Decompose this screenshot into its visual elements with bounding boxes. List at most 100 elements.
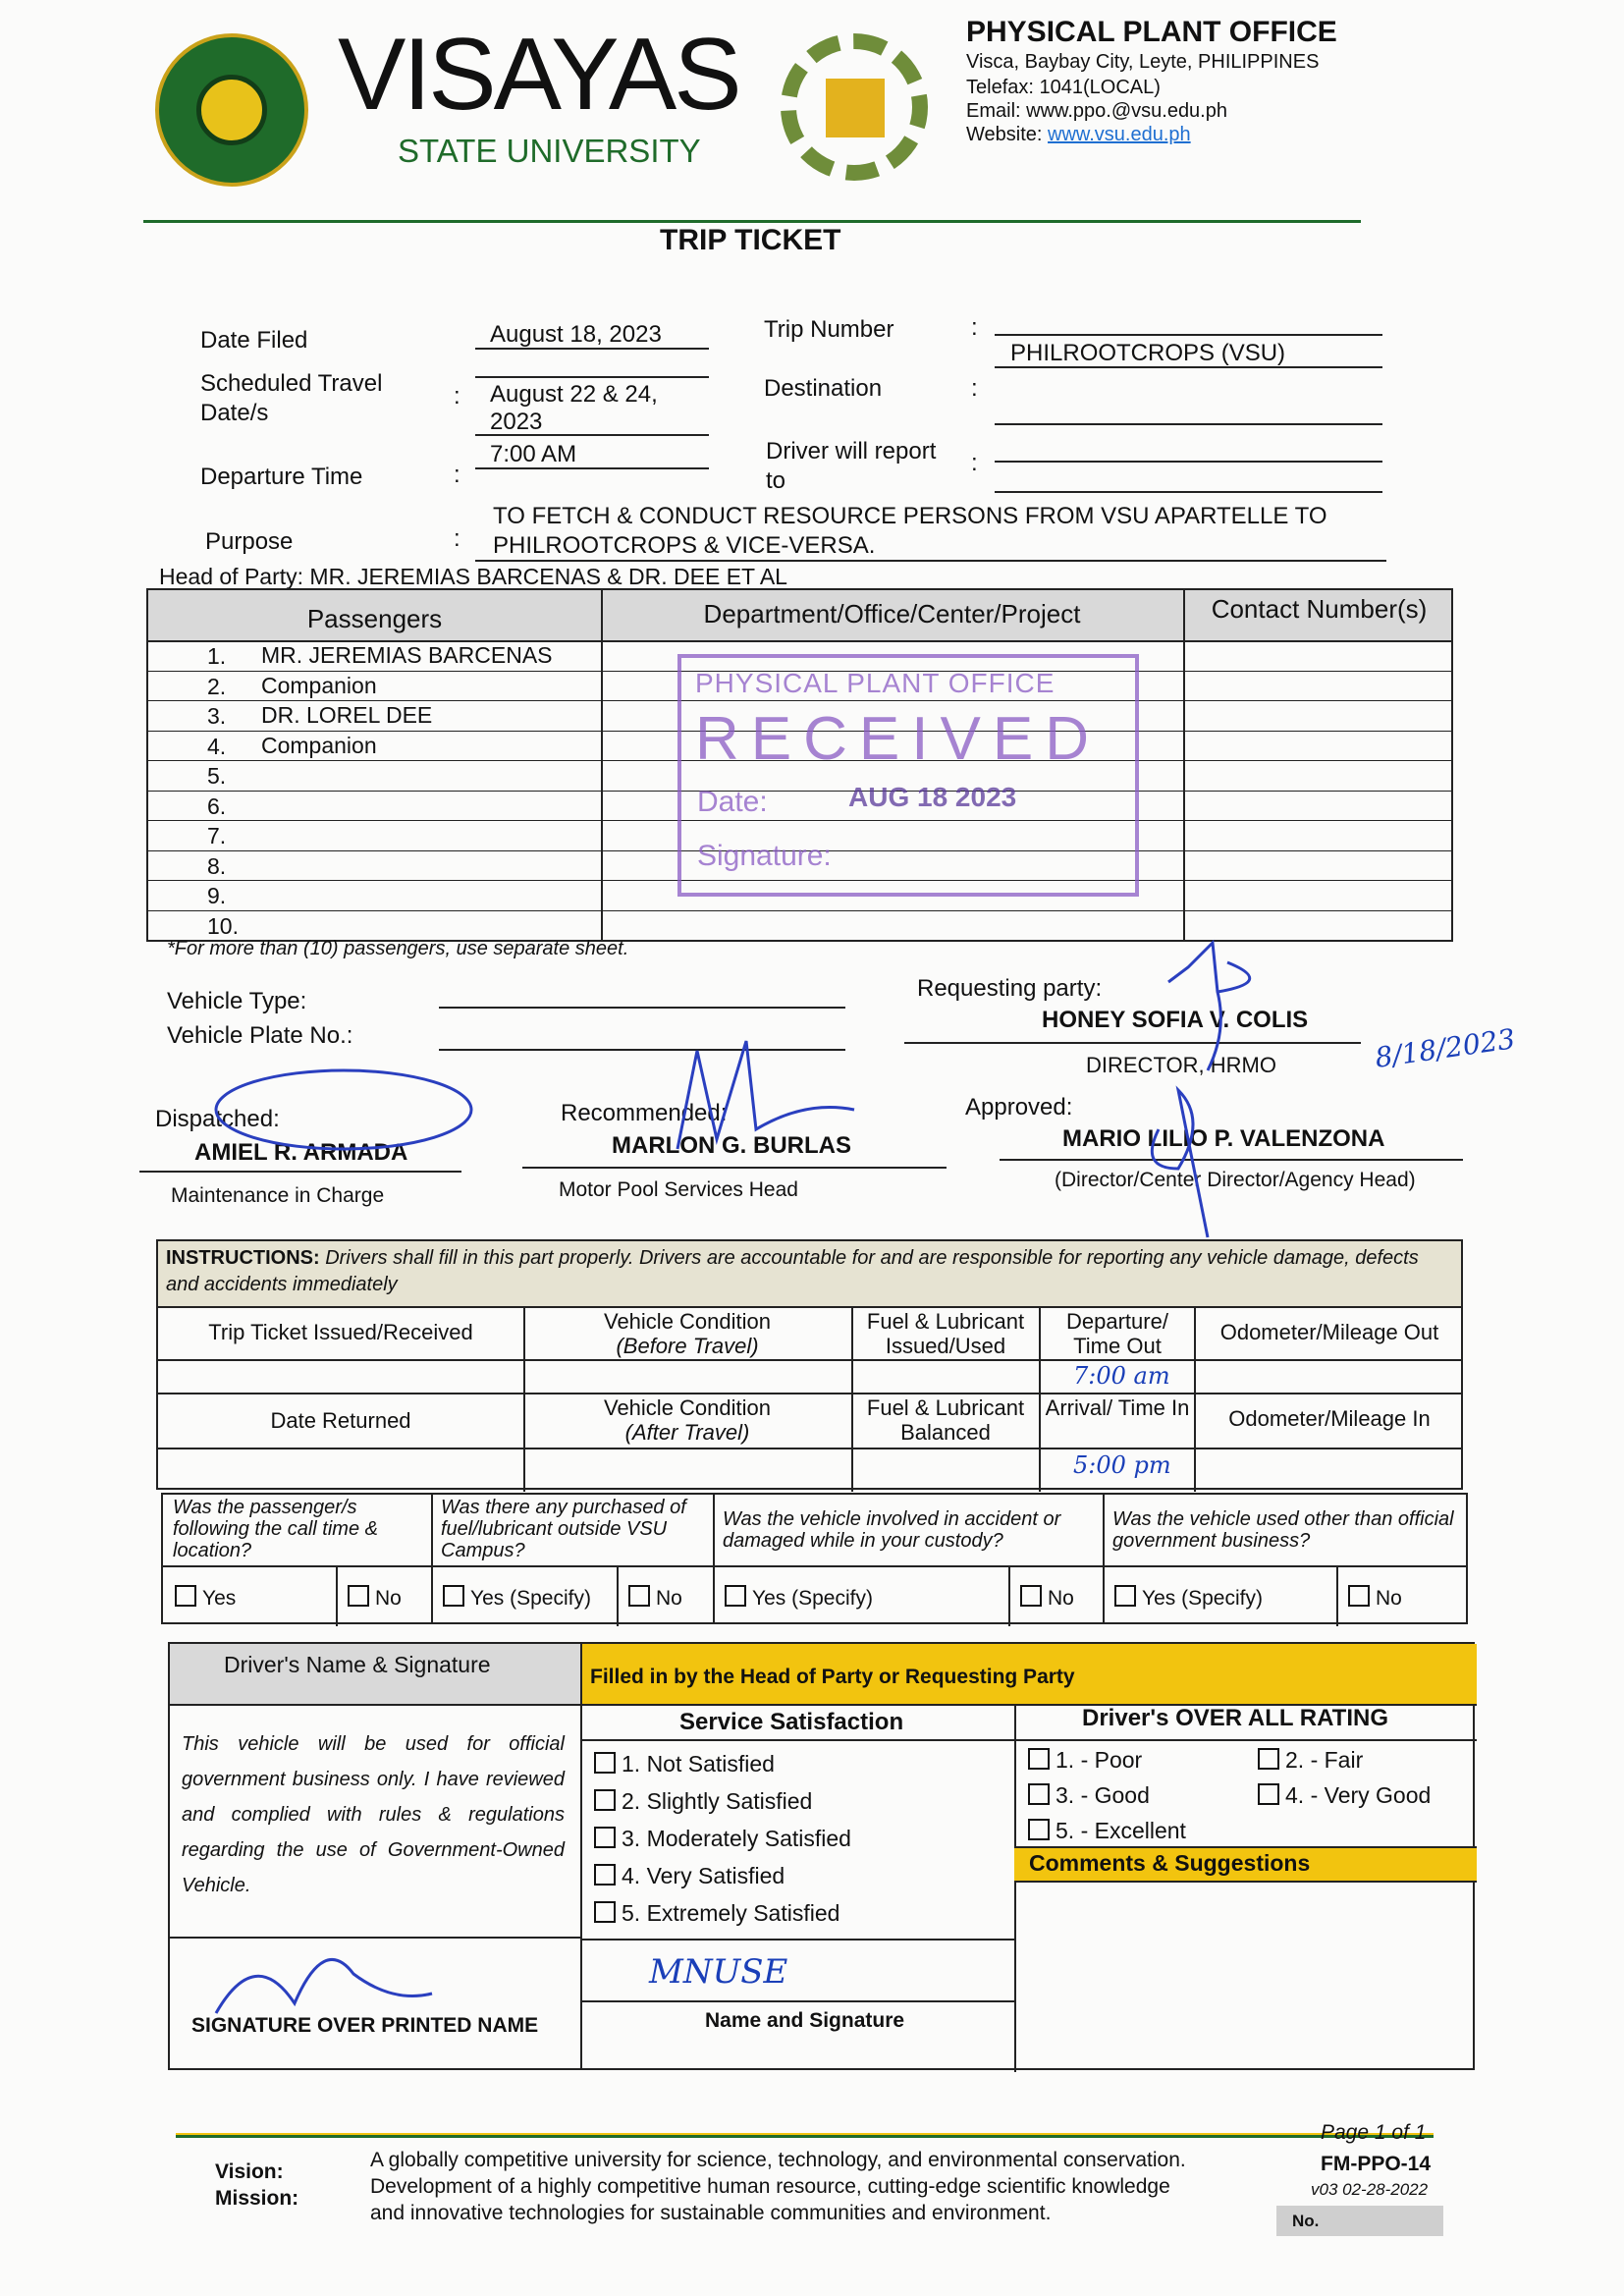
purpose-value-1[interactable]: TO FETCH & CONDUCT RESOURCE PERSONS FROM…	[493, 503, 1327, 529]
passenger-number: 6.	[207, 793, 227, 819]
form-code: FM-PPO-14	[1321, 2153, 1432, 2175]
label: (After Travel)	[624, 1420, 750, 1445]
field-line	[995, 334, 1382, 336]
rating-option[interactable]: 4. - Very Good	[1258, 1781, 1431, 1809]
checkbox[interactable]	[443, 1585, 464, 1607]
service-option[interactable]: 4. Very Satisfied	[594, 1862, 785, 1889]
question-no-option[interactable]: No	[1020, 1585, 1074, 1611]
checkbox[interactable]	[1028, 1819, 1050, 1840]
question-yes-option[interactable]: Yes (Specify)	[1114, 1585, 1263, 1611]
destination-label: Destination	[764, 375, 883, 402]
checkbox[interactable]	[1020, 1585, 1042, 1607]
option-label: Yes	[202, 1587, 237, 1610]
dispatched-name: AMIEL R. ARMADA	[194, 1139, 408, 1166]
checkbox[interactable]	[175, 1585, 196, 1607]
question-text: Was the vehicle involved in accident or …	[723, 1508, 1061, 1552]
passenger-name[interactable]: Companion	[261, 672, 377, 698]
questions-table: Was the passenger/s following the call t…	[161, 1493, 1468, 1626]
checkbox[interactable]	[594, 1789, 616, 1811]
question-yes-option[interactable]: Yes (Specify)	[725, 1585, 873, 1611]
approved-name: MARIO LILIO P. VALENZONA	[1062, 1125, 1385, 1152]
col-divider	[1014, 1704, 1016, 2072]
passenger-number: 2.	[207, 673, 227, 699]
passenger-name[interactable]: Companion	[261, 732, 377, 758]
vehicle-plate-line[interactable]	[439, 1049, 845, 1051]
service-option[interactable]: 3. Moderately Satisfied	[594, 1825, 851, 1852]
checkbox[interactable]	[1258, 1748, 1279, 1770]
no-box[interactable]: No.	[1276, 2206, 1443, 2236]
checkbox[interactable]	[725, 1585, 746, 1607]
head-of-party-value[interactable]: MR. JEREMIAS BARCENAS & DR. DEE ET AL	[309, 564, 787, 589]
question-no-option[interactable]: No	[348, 1585, 402, 1611]
colon: :	[971, 450, 978, 476]
question-no-option[interactable]: No	[1348, 1585, 1402, 1611]
scheduled-value-1[interactable]: August 22 & 24,	[490, 381, 658, 408]
stamp-date-label: Date:	[697, 786, 768, 818]
odometer-out-header: Odometer/Mileage Out	[1219, 1320, 1439, 1344]
passenger-number: 5.	[207, 763, 227, 789]
field-line	[995, 366, 1382, 368]
date-filed-value[interactable]: August 18, 2023	[490, 321, 662, 348]
question-yes-option[interactable]: Yes (Specify)	[443, 1585, 591, 1611]
checkbox[interactable]	[628, 1585, 650, 1607]
page-number: Page 1 of 1	[1321, 2121, 1427, 2144]
website-link[interactable]: www.vsu.edu.ph	[1048, 124, 1191, 145]
rating-option[interactable]: 5. - Excellent	[1028, 1817, 1186, 1844]
checkbox[interactable]	[1258, 1783, 1279, 1805]
departure-value[interactable]: 7:00 AM	[490, 441, 577, 467]
passenger-name[interactable]: DR. LOREL DEE	[261, 702, 433, 728]
head-party-header: Filled in by the Head of Party or Reques…	[590, 1666, 1075, 1688]
stamp-received: RECEIVED	[695, 705, 1101, 773]
dispatched-signature	[214, 1068, 473, 1151]
date-filed-label: Date Filed	[200, 327, 308, 354]
col-divider	[601, 590, 603, 940]
scheduled-value-2[interactable]: 2023	[490, 409, 543, 435]
checkbox[interactable]	[1028, 1748, 1050, 1770]
signature-line	[139, 1171, 461, 1173]
checkbox[interactable]	[594, 1901, 616, 1923]
dispatched-title: Maintenance in Charge	[171, 1184, 385, 1207]
row-divider	[148, 880, 1451, 881]
instructions-text: INSTRUCTIONS: Drivers shall fill in this…	[166, 1245, 1452, 1298]
row-divider	[148, 820, 1451, 821]
form-version: v03 02-28-2022	[1311, 2180, 1429, 2199]
question-no-option[interactable]: No	[628, 1585, 682, 1611]
passenger-table-header	[148, 590, 1451, 642]
trip-number-label: Trip Number	[764, 316, 894, 343]
passenger-number: 10.	[207, 912, 239, 939]
driver-statement: This vehicle will be used for official g…	[182, 1733, 565, 1896]
service-option[interactable]: 1. Not Satisfied	[594, 1750, 775, 1777]
time-in-value[interactable]: 5:00 pm	[1073, 1451, 1171, 1479]
purpose-value-2[interactable]: PHILROOTCROPS & VICE-VERSA.	[493, 532, 876, 559]
checkbox[interactable]	[594, 1864, 616, 1886]
checkbox[interactable]	[1114, 1585, 1136, 1607]
option-label: 3. Moderately Satisfied	[622, 1826, 851, 1851]
service-option[interactable]: 5. Extremely Satisfied	[594, 1899, 839, 1927]
checkbox[interactable]	[594, 1752, 616, 1774]
time-out-value[interactable]: 7:00 am	[1073, 1362, 1170, 1390]
rating-option[interactable]: 1. - Poor	[1028, 1746, 1142, 1774]
col-divider	[431, 1495, 433, 1622]
checkbox[interactable]	[594, 1827, 616, 1848]
rating-title: Driver's OVER ALL RATING	[1082, 1705, 1388, 1731]
trip-number-value[interactable]: PHILROOTCROPS (VSU)	[1010, 340, 1286, 366]
option-label: 4. Very Satisfied	[622, 1863, 785, 1888]
scheduled-label-2: Date/s	[200, 400, 269, 426]
rating-option[interactable]: 2. - Fair	[1258, 1746, 1363, 1774]
approved-label: Approved:	[965, 1094, 1073, 1121]
checkbox[interactable]	[1348, 1585, 1370, 1607]
rating-option[interactable]: 3. - Good	[1028, 1781, 1150, 1809]
field-line	[995, 423, 1382, 425]
passenger-name[interactable]: MR. JEREMIAS BARCENAS	[261, 642, 553, 668]
label: Vehicle Condition	[603, 1395, 771, 1420]
recommended-label: Recommended:	[561, 1100, 728, 1126]
checkbox[interactable]	[1028, 1783, 1050, 1805]
option-label: 2. - Fair	[1285, 1747, 1364, 1773]
signature-line	[904, 1042, 1361, 1044]
question-yes-option[interactable]: Yes	[175, 1585, 236, 1611]
service-option[interactable]: 2. Slightly Satisfied	[594, 1787, 812, 1815]
vehicle-type-line[interactable]	[439, 1007, 845, 1009]
instructions-body: Drivers shall fill in this part properly…	[166, 1247, 1419, 1295]
checkbox[interactable]	[348, 1585, 369, 1607]
passenger-number: 9.	[207, 883, 227, 908]
